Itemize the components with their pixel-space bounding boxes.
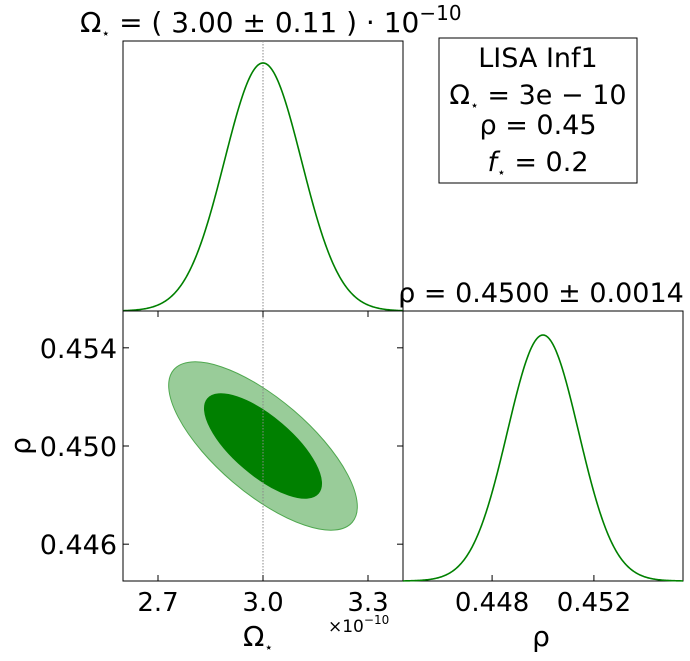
- rho-posterior-curve: [402, 334, 684, 582]
- rho-marginal-panel: 0.448 0.452 ρ = 0.4500 ± 0.0014 ρ: [398, 278, 684, 653]
- omega-posterior-curve: [122, 62, 404, 312]
- omega-title-value: = ( 3.00 ± 0.11 ) · 10: [110, 6, 419, 39]
- omega-marginal-title: Ω⋆ = ( 3.00 ± 0.11 ) · 10−10: [80, 1, 462, 42]
- x-tick-label: 2.7: [137, 588, 178, 618]
- rho-x-tick-label: 0.448: [455, 588, 529, 618]
- joint-x-label-symbol: Ω: [243, 620, 264, 653]
- rho-marginal-title: ρ = 0.4500 ± 0.0014: [398, 278, 684, 309]
- joint-x-label-subscript: ⋆: [264, 640, 273, 656]
- joint-y-label: ρ: [4, 437, 37, 455]
- x-tick-label: 3.0: [242, 588, 283, 618]
- rho-x-label: ρ: [532, 620, 550, 653]
- y-tick-label: 0.450: [40, 432, 117, 463]
- info-box-line-3: ρ = 0.45: [479, 110, 596, 141]
- x-tick-label: 3.3: [347, 588, 388, 618]
- rho-x-tick-label: 0.452: [557, 588, 631, 618]
- y-tick-label: 0.454: [40, 334, 117, 365]
- joint-x-offset-exp: −10: [364, 613, 389, 627]
- y-tick-label: 0.446: [40, 530, 117, 561]
- rho-x-ticks: 0.448 0.452: [455, 575, 631, 618]
- info-omega-value: = 3e − 10: [479, 80, 627, 111]
- info-box-line-1: LISA Inf1: [478, 43, 597, 74]
- joint-y-ticks: 0.454 0.450 0.446: [40, 334, 403, 561]
- joint-x-offset-base: ×10: [328, 617, 364, 637]
- omega-title-subscript: ⋆: [101, 26, 110, 42]
- joint-x-offset: ×10−10: [328, 613, 389, 637]
- info-box-frame: [438, 37, 638, 184]
- rho-marginal-frame: [402, 310, 684, 582]
- joint-contour-panel: 2.7 3.0 3.3 0.454 0.450 0.446 Ω⋆ ×10−10 ρ: [4, 310, 404, 656]
- joint-x-ticks: 2.7 3.0 3.3: [137, 311, 389, 618]
- info-omega-subscript: ⋆: [470, 98, 479, 114]
- info-f-value: = 0.2: [506, 147, 589, 178]
- info-box: LISA Inf1 Ω⋆ = 3e − 10 ρ = 0.45 f⋆ = 0.2: [438, 37, 638, 184]
- omega-title-exponent: −10: [419, 1, 461, 25]
- joint-x-label: Ω⋆: [243, 620, 273, 656]
- info-f-subscript: ⋆: [497, 165, 506, 181]
- info-box-line-2: Ω⋆ = 3e − 10: [449, 80, 626, 114]
- info-omega-symbol: Ω: [449, 80, 470, 111]
- omega-title-symbol: Ω: [80, 6, 101, 39]
- omega-marginal-panel: Ω⋆ = ( 3.00 ± 0.11 ) · 10−10: [80, 1, 462, 312]
